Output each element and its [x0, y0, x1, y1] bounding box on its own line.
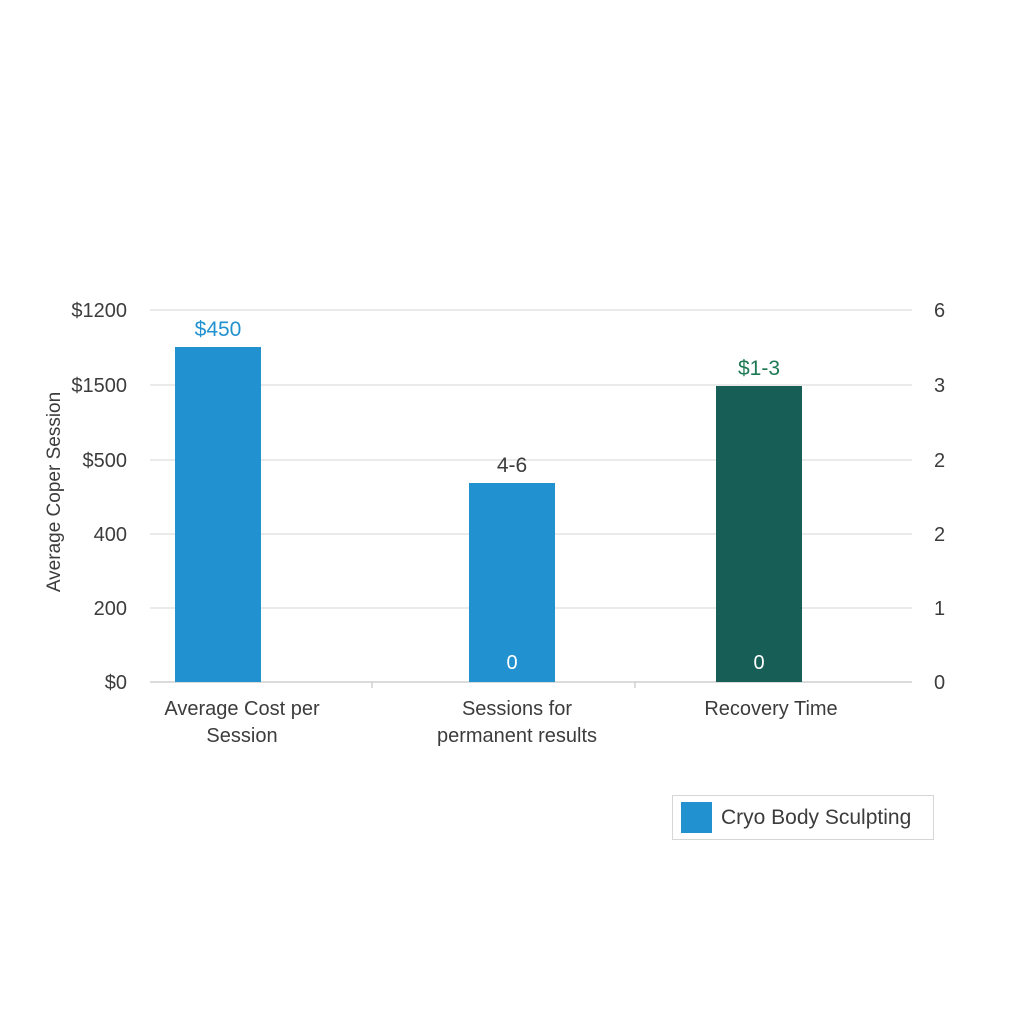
bar-value-label: $450 — [195, 318, 242, 341]
right-tick-label: 1 — [934, 598, 945, 620]
right-y-axis: 6 3 2 2 1 0 — [934, 300, 945, 694]
category-label: permanent results — [437, 725, 597, 747]
legend-swatch — [681, 802, 712, 833]
y-axis-title: Average Coper Session — [44, 392, 65, 592]
right-tick-label: 2 — [934, 450, 945, 472]
left-tick-label: $0 — [105, 672, 127, 694]
left-tick-label: $1500 — [71, 375, 127, 397]
bar-inside-label: 0 — [506, 652, 517, 674]
right-tick-label: 2 — [934, 524, 945, 546]
left-tick-label: $1200 — [71, 300, 127, 322]
left-tick-label: $500 — [83, 450, 128, 472]
bars — [175, 347, 802, 682]
bar-value-label: $1-3 — [738, 357, 780, 380]
legend: Cryo Body Sculpting — [672, 795, 934, 840]
category-label: Average Cost per — [164, 698, 320, 720]
category-label: Sessions for — [462, 698, 572, 720]
bar — [469, 483, 555, 682]
bar — [175, 347, 261, 682]
left-y-axis: $1200 $1500 $500 400 200 $0 — [71, 300, 127, 694]
right-tick-label: 0 — [934, 672, 945, 694]
bar-inside-label: 0 — [753, 652, 764, 674]
legend-label: Cryo Body Sculpting — [721, 805, 912, 829]
bar — [716, 386, 802, 682]
left-tick-label: 200 — [94, 598, 127, 620]
right-tick-label: 6 — [934, 300, 945, 322]
category-label: Session — [206, 725, 277, 747]
x-axis-labels: Average Cost per Session Sessions for perma… — [164, 698, 837, 747]
bar-value-label: 4-6 — [497, 454, 527, 477]
category-label: Recovery Time — [704, 698, 837, 720]
data-labels: $450 4-6 0 $1-3 0 — [195, 318, 780, 674]
left-tick-label: 400 — [94, 524, 127, 546]
right-tick-label: 3 — [934, 375, 945, 397]
